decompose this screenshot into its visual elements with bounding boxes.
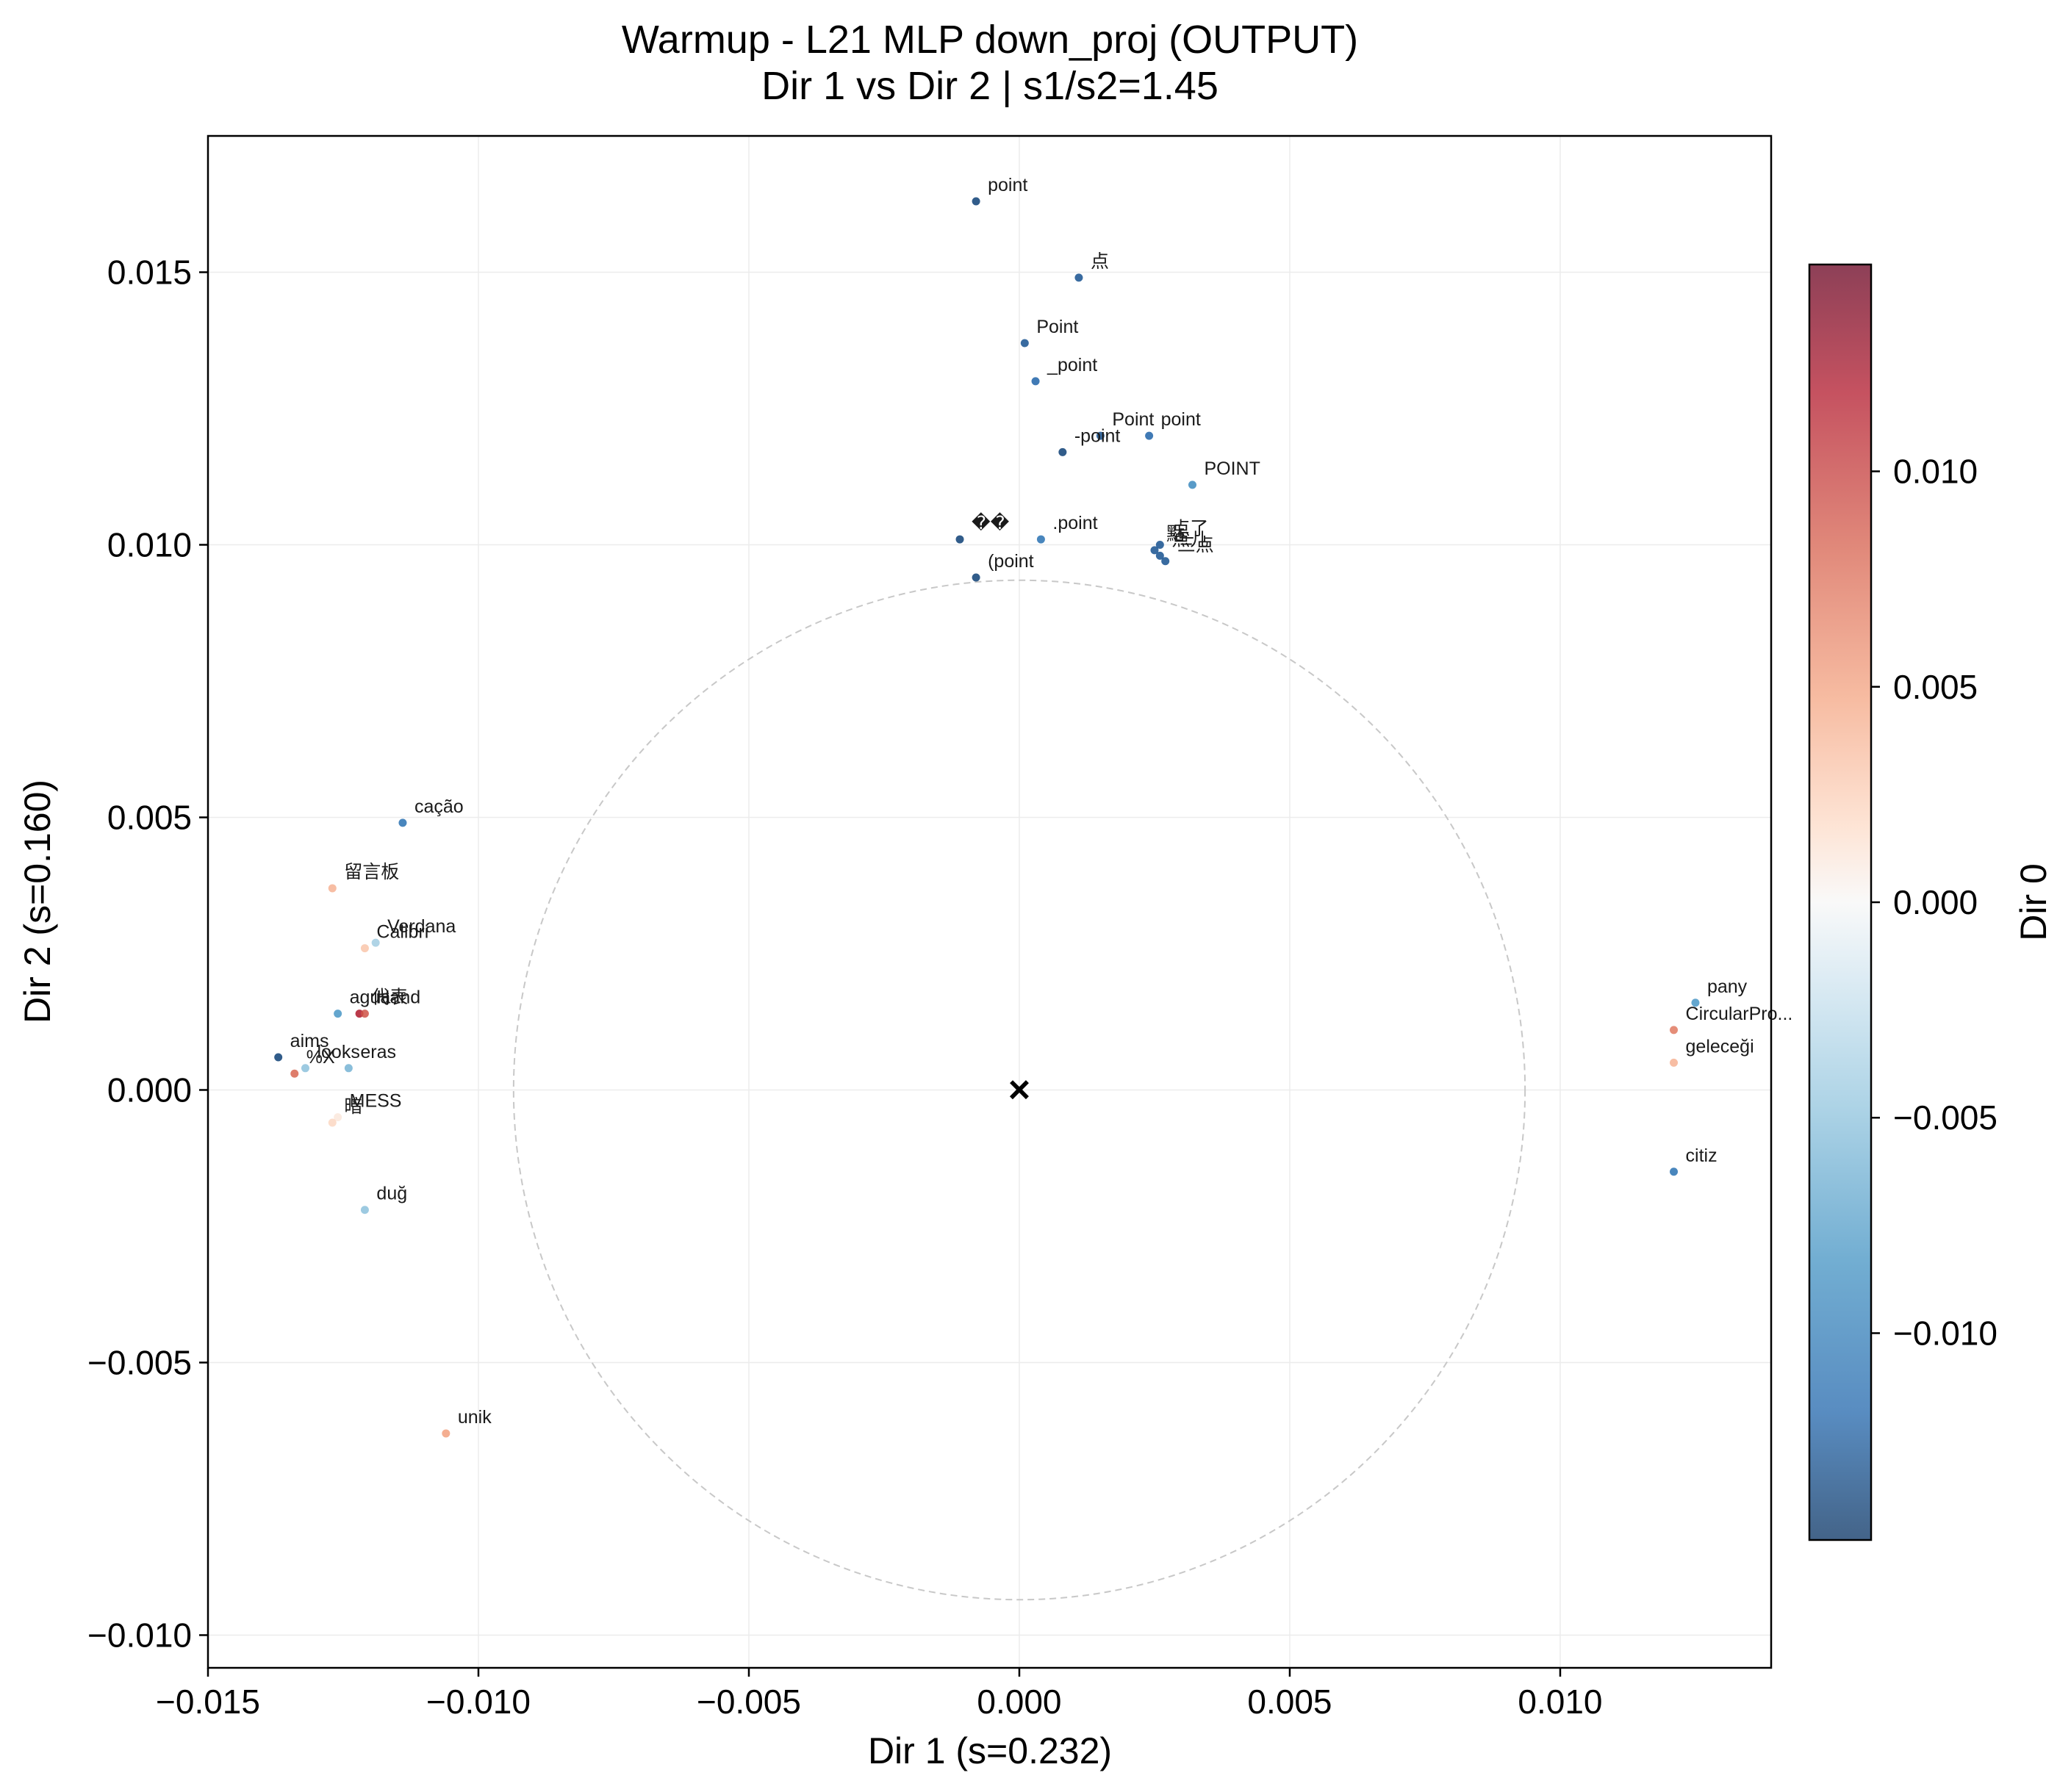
labeled-data-point bbox=[1670, 1058, 1679, 1067]
point-label: Point bbox=[1036, 317, 1078, 337]
point-label: 代表 bbox=[371, 987, 408, 1008]
point-label: 三点 bbox=[1177, 535, 1214, 555]
labeled-data-point bbox=[274, 1053, 283, 1062]
point-label: looks bbox=[317, 1042, 359, 1062]
point-label: Hand bbox=[376, 987, 420, 1008]
point-label: Verdana bbox=[387, 916, 456, 937]
colorbar-tick-label: 0.010 bbox=[1893, 453, 1978, 491]
labeled-data-point bbox=[1155, 540, 1164, 549]
point-label: pany bbox=[1707, 976, 1748, 997]
point-label: cação bbox=[414, 796, 464, 817]
grid-lines bbox=[207, 136, 1771, 1668]
labeled-data-point bbox=[1150, 546, 1159, 555]
labeled-data-point bbox=[398, 818, 407, 827]
labeled-data-point bbox=[334, 1010, 342, 1018]
labeled-data-point bbox=[1155, 551, 1164, 560]
point-label: duğ bbox=[376, 1184, 407, 1204]
point-label: 點 bbox=[1166, 524, 1185, 544]
point-label: 点 bbox=[1091, 251, 1109, 272]
labeled-data-point bbox=[371, 938, 380, 947]
chart-subtitle: Dir 1 vs Dir 2 | s1/s2=1.45 bbox=[761, 64, 1218, 108]
y-tick-label: 0.015 bbox=[107, 253, 192, 291]
labeled-data-point bbox=[1161, 557, 1170, 566]
colorbar-tick-label: −0.010 bbox=[1893, 1314, 1998, 1352]
y-tick-label: −0.010 bbox=[87, 1616, 192, 1654]
x-tick-label: −0.010 bbox=[426, 1683, 531, 1721]
point-label: 点儿 bbox=[1171, 529, 1208, 550]
colorbar: −0.010 −0.005 0.000 0.005 0.010 Dir 0 bbox=[1808, 263, 2054, 1541]
labeled-data-point bbox=[344, 1064, 353, 1073]
plot-area: × bbox=[274, 197, 1700, 1601]
labeled-data-point bbox=[1145, 431, 1154, 440]
y-tick-label: 0.005 bbox=[107, 798, 192, 836]
point-label: CircularPro... bbox=[1686, 1004, 1793, 1024]
axis-ticks: −0.015 −0.010 −0.005 0.000 0.005 0.010 −0.010 −… bbox=[87, 253, 1603, 1721]
point-label: agua bbox=[350, 987, 391, 1008]
colorbar-gradient bbox=[1809, 265, 1871, 1540]
labeled-data-point bbox=[1020, 339, 1029, 348]
y-tick-label: 0.010 bbox=[107, 525, 192, 564]
labeled-data-point bbox=[328, 1118, 337, 1127]
point-labels: point 点 Point _point Point point -point POINT ��… bbox=[290, 175, 1793, 1428]
chart-title: Warmup - L21 MLP down_proj (OUTPUT) bbox=[622, 18, 1358, 62]
point-label: Calibri bbox=[376, 922, 428, 943]
labeled-data-point bbox=[290, 1069, 299, 1078]
point-label: .point bbox=[1052, 513, 1097, 533]
y-tick-label: −0.005 bbox=[87, 1343, 192, 1381]
labeled-data-point bbox=[972, 197, 980, 206]
labeled-data-point bbox=[1036, 535, 1045, 544]
labeled-data-point bbox=[1031, 377, 1040, 386]
point-label: point bbox=[988, 175, 1027, 195]
labeled-data-point bbox=[955, 535, 964, 544]
labeled-data-point bbox=[1670, 1026, 1679, 1034]
plot-frame bbox=[207, 134, 1773, 1669]
labeled-data-point bbox=[1670, 1167, 1679, 1176]
labeled-data-point bbox=[1074, 273, 1083, 282]
colorbar-label: Dir 0 bbox=[2013, 863, 2054, 941]
labeled-data-point bbox=[1691, 998, 1700, 1007]
point-label: point bbox=[1161, 409, 1201, 430]
y-axis-label: Dir 2 (s=0.160) bbox=[17, 780, 58, 1023]
center-marker: × bbox=[1008, 1068, 1030, 1111]
labeled-data-point bbox=[334, 1113, 342, 1122]
reference-circle bbox=[512, 579, 1526, 1601]
x-tick-label: 0.000 bbox=[977, 1683, 1061, 1721]
point-label: citiz bbox=[1686, 1145, 1718, 1166]
point-label: �� bbox=[972, 512, 1010, 533]
point-label: geleceği bbox=[1686, 1036, 1754, 1057]
x-tick-label: −0.015 bbox=[156, 1683, 260, 1721]
point-label: %X bbox=[306, 1047, 335, 1068]
labeled-data-point bbox=[1096, 431, 1105, 440]
labeled-data-point bbox=[328, 884, 337, 893]
point-label: MESS bbox=[350, 1091, 402, 1112]
labeled-data-point bbox=[442, 1429, 451, 1438]
x-tick-label: 0.005 bbox=[1247, 1683, 1332, 1721]
point-label: _point bbox=[1047, 355, 1097, 375]
point-label: unik bbox=[458, 1407, 492, 1428]
point-label: 留言板 bbox=[344, 862, 399, 882]
point-label: 点了 bbox=[1171, 518, 1208, 539]
x-tick-label: −0.005 bbox=[697, 1683, 801, 1721]
point-label: eras bbox=[360, 1042, 396, 1062]
colorbar-tick-label: −0.005 bbox=[1893, 1098, 1998, 1137]
point-label: POINT bbox=[1204, 458, 1260, 479]
labeled-data-point bbox=[301, 1064, 309, 1073]
point-label: -point bbox=[1074, 425, 1121, 446]
labeled-data-point bbox=[360, 944, 369, 953]
labeled-data-point bbox=[1058, 447, 1067, 456]
x-axis-label: Dir 1 (s=0.232) bbox=[868, 1730, 1112, 1771]
point-label: 暗 bbox=[344, 1096, 362, 1117]
y-tick-label: 0.000 bbox=[107, 1070, 192, 1109]
point-label: aims bbox=[290, 1031, 329, 1051]
labeled-data-point bbox=[360, 1206, 369, 1215]
colorbar-tick-label: 0.005 bbox=[1893, 668, 1978, 706]
point-label: (point bbox=[988, 551, 1034, 572]
x-tick-label: 0.010 bbox=[1518, 1683, 1602, 1721]
point-label: Point bbox=[1112, 409, 1154, 430]
colorbar-tick-label: 0.000 bbox=[1893, 883, 1978, 921]
labeled-data-point bbox=[972, 573, 980, 582]
labeled-data-point bbox=[1188, 481, 1196, 489]
labeled-data-point bbox=[360, 1010, 369, 1018]
